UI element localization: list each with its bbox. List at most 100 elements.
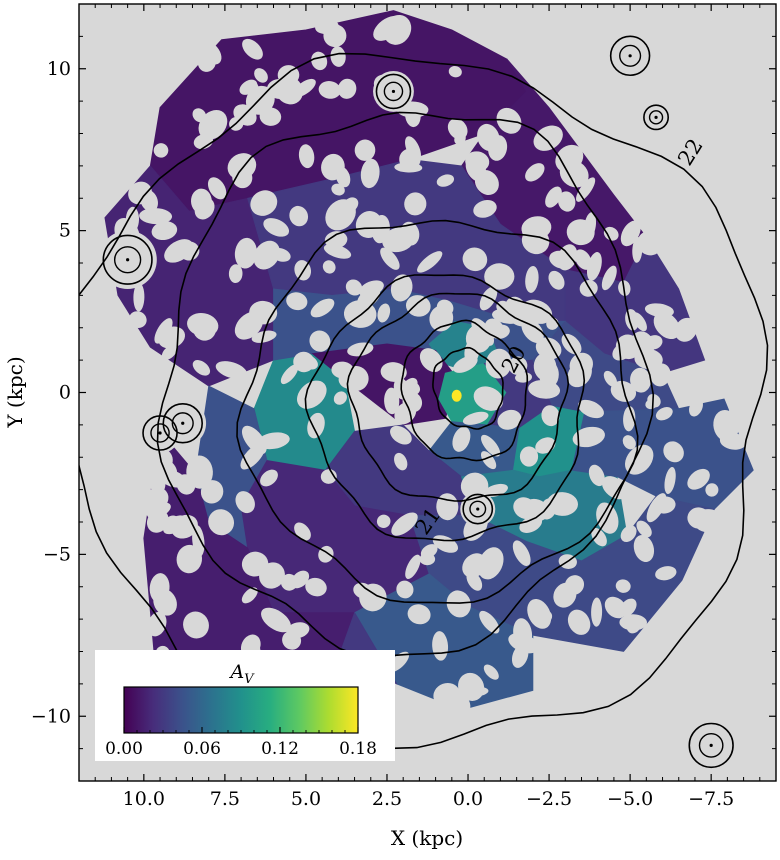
source-contour-inner: [383, 81, 404, 102]
x-tick-label: 7.5: [210, 788, 240, 810]
masked-source: [553, 582, 577, 608]
masked-source: [508, 356, 528, 375]
colorbar-tick-label: 0.18: [339, 739, 377, 759]
masked-source: [380, 247, 400, 270]
masked-source: [286, 292, 308, 311]
contour-outer-a: [156, 111, 655, 658]
x-tick-label: −5.0: [607, 788, 653, 810]
source-core: [654, 115, 658, 119]
source-contour: [375, 73, 412, 110]
masked-source: [333, 391, 347, 405]
masked-source: [591, 597, 603, 627]
colorbar-tick-label: 0.12: [261, 739, 299, 759]
masked-source: [549, 250, 574, 269]
masked-source: [619, 614, 647, 631]
masked-source: [396, 580, 414, 599]
source-contour-inner: [619, 44, 642, 67]
masked-source: [655, 566, 677, 581]
masked-source: [241, 551, 269, 577]
contour-22: [79, 52, 769, 750]
source-core: [476, 507, 480, 511]
y-tick-label: 10: [47, 58, 71, 80]
masked-source: [404, 192, 427, 216]
source-contour-inner: [171, 412, 194, 435]
masked-source: [604, 596, 627, 619]
masked-source: [292, 78, 316, 98]
masked-source: [419, 348, 443, 373]
masked-source: [653, 311, 681, 340]
masked-source: [207, 177, 227, 200]
masked-source: [630, 367, 651, 393]
masked-source: [133, 282, 145, 312]
source-contour: [609, 35, 651, 77]
masked-source: [473, 386, 504, 411]
masked-source: [632, 237, 643, 263]
masked-source: [687, 507, 710, 529]
masked-source: [462, 247, 488, 272]
masked-source: [239, 79, 258, 95]
masked-source: [689, 397, 703, 417]
masked-source: [664, 466, 676, 495]
masked-source: [687, 468, 710, 490]
masked-source: [541, 405, 560, 427]
masked-source: [153, 143, 169, 158]
x-tick-labels: 10.0 7.5 5.0 2.5 0.0 −2.5 −5.0 −7.5: [123, 788, 735, 810]
masked-source: [513, 618, 533, 649]
y-tick-label: 5: [59, 220, 71, 242]
masked-source: [354, 139, 376, 161]
x-tick-label: −2.5: [526, 788, 572, 810]
masked-source: [353, 582, 373, 599]
masked-source: [342, 197, 359, 213]
masked-source: [164, 239, 194, 263]
masked-source: [377, 303, 391, 323]
source-masks: [98, 14, 747, 772]
source-contour: [643, 104, 670, 131]
masked-source: [151, 221, 178, 241]
masked-source: [539, 498, 557, 520]
masked-source: [355, 211, 383, 238]
contour-mid-b: [304, 274, 586, 542]
masked-source: [528, 380, 561, 399]
masked-source: [215, 361, 248, 379]
masked-source: [479, 610, 500, 634]
x-tick-label: 0.0: [453, 788, 483, 810]
masked-source: [512, 540, 531, 566]
y-tick-label: −10: [31, 705, 71, 727]
masked-source: [192, 360, 211, 376]
masked-source: [250, 190, 278, 216]
x-tick-label: −7.5: [688, 788, 734, 810]
source-core: [391, 89, 396, 94]
masked-source: [519, 446, 539, 467]
masked-source: [234, 237, 257, 269]
masked-source: [574, 249, 592, 270]
masked-source: [465, 151, 490, 172]
masked-source: [405, 295, 431, 317]
source-contour: [462, 493, 494, 525]
x-axis-label: X (kpc): [391, 826, 463, 850]
masked-source: [391, 512, 418, 536]
masked-source: [420, 544, 438, 559]
masked-source: [448, 66, 462, 78]
masked-source: [637, 231, 663, 256]
masked-source: [557, 191, 576, 212]
source-contour-inner: [113, 246, 142, 274]
masked-source: [705, 483, 719, 497]
source-contour: [688, 722, 734, 769]
masked-source: [601, 476, 628, 500]
masked-source: [192, 108, 207, 123]
source-core: [628, 54, 632, 58]
masked-source: [297, 380, 327, 409]
source-contour: [162, 403, 203, 444]
masked-source: [663, 441, 684, 463]
masked-source: [480, 451, 497, 470]
masked-source: [297, 353, 318, 370]
source-contour-inner: [469, 500, 487, 518]
masked-source: [323, 244, 352, 259]
masked-source: [187, 313, 219, 337]
axis-ticks: [79, 3, 777, 782]
masked-source: [477, 123, 500, 152]
masked-source: [242, 38, 263, 60]
x-tick-label: 10.0: [123, 788, 165, 810]
